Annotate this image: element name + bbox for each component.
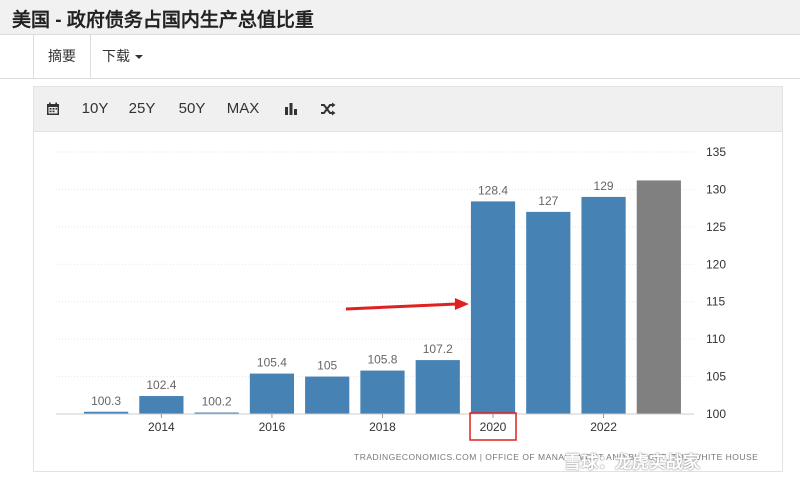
chevron-down-icon bbox=[135, 55, 143, 60]
bar-chart: 100 105 110 115 120 125 130 135 100.3 102.4 100.2 1… bbox=[56, 145, 758, 462]
bar bbox=[581, 196, 626, 414]
x-tick-label: 2022 bbox=[590, 420, 617, 434]
data-label: 107.2 bbox=[423, 342, 453, 356]
x-tick-label: 2018 bbox=[369, 420, 396, 434]
title-bar: 美国 - 政府债务占国内生产总值比重 bbox=[0, 0, 800, 35]
chart-toolbar: 10Y 25Y 50Y MAX bbox=[34, 87, 782, 132]
tab-summary-label: 摘要 bbox=[48, 48, 76, 64]
range-max-button[interactable]: MAX bbox=[226, 100, 260, 117]
tab-download-label: 下载 bbox=[102, 48, 130, 64]
y-tick-label: 100 bbox=[706, 407, 726, 421]
bar bbox=[305, 376, 350, 414]
range-10y-button[interactable]: 10Y bbox=[81, 100, 109, 117]
shuffle-icon[interactable] bbox=[317, 87, 339, 131]
data-label: 102.4 bbox=[146, 378, 176, 392]
bar bbox=[360, 370, 405, 414]
y-tick-label: 130 bbox=[706, 182, 726, 196]
data-label: 100.3 bbox=[91, 394, 121, 408]
bar bbox=[470, 201, 516, 414]
x-tick-label: 2020 bbox=[480, 420, 507, 434]
tab-bar: 摘要 下载 bbox=[0, 35, 800, 79]
source-note: TRADINGECONOMICS.COM | OFFICE OF MANAGEM… bbox=[354, 452, 758, 462]
y-tick-label: 120 bbox=[706, 257, 726, 271]
x-tick-label: 2016 bbox=[259, 420, 286, 434]
watermark-text: 雪球：龙虎实战家 bbox=[564, 453, 700, 472]
bar bbox=[415, 360, 460, 414]
data-label: 105 bbox=[317, 359, 337, 373]
y-tick-label: 105 bbox=[706, 370, 726, 384]
y-tick-label: 110 bbox=[706, 332, 725, 346]
bar-chart-icon[interactable] bbox=[280, 87, 302, 131]
x-tick-label: 2014 bbox=[148, 420, 175, 434]
highlight-box bbox=[469, 412, 517, 441]
data-label: 127 bbox=[538, 194, 558, 208]
bar bbox=[249, 373, 295, 414]
y-tick-label: 115 bbox=[706, 295, 725, 309]
data-label: 128.4 bbox=[478, 183, 508, 197]
data-label: 100.2 bbox=[202, 395, 232, 409]
range-25y-button[interactable]: 25Y bbox=[128, 100, 156, 117]
arrow-head bbox=[454, 297, 469, 310]
data-label: 129 bbox=[594, 179, 614, 193]
chart-panel: 10Y 25Y 50Y MAX 100 105 110 115 120 125 130 135… bbox=[33, 86, 783, 472]
bar bbox=[139, 396, 184, 414]
page-title: 美国 - 政府债务占国内生产总值比重 bbox=[12, 10, 314, 31]
arrow-shaft bbox=[345, 302, 457, 311]
range-50y-button[interactable]: 50Y bbox=[178, 100, 206, 117]
calendar-icon[interactable] bbox=[42, 87, 64, 131]
tab-summary[interactable]: 摘要 bbox=[33, 35, 91, 78]
y-tick-label: 135 bbox=[706, 145, 726, 159]
y-tick-label: 125 bbox=[706, 220, 726, 234]
bar bbox=[84, 411, 129, 414]
data-label: 105.4 bbox=[257, 356, 287, 370]
tab-download[interactable]: 下载 bbox=[88, 35, 157, 77]
data-label: 105.8 bbox=[367, 353, 397, 367]
bar bbox=[636, 180, 681, 414]
bar bbox=[526, 211, 571, 414]
bar bbox=[194, 412, 239, 414]
